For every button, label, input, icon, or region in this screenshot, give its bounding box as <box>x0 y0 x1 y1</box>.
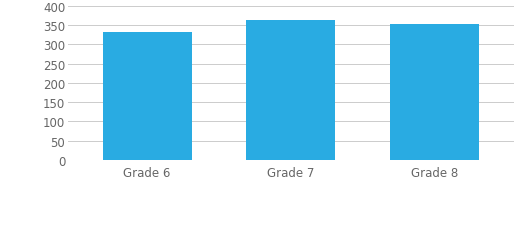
Bar <box>390 25 479 160</box>
Bar <box>246 21 335 160</box>
Bar <box>103 33 192 160</box>
